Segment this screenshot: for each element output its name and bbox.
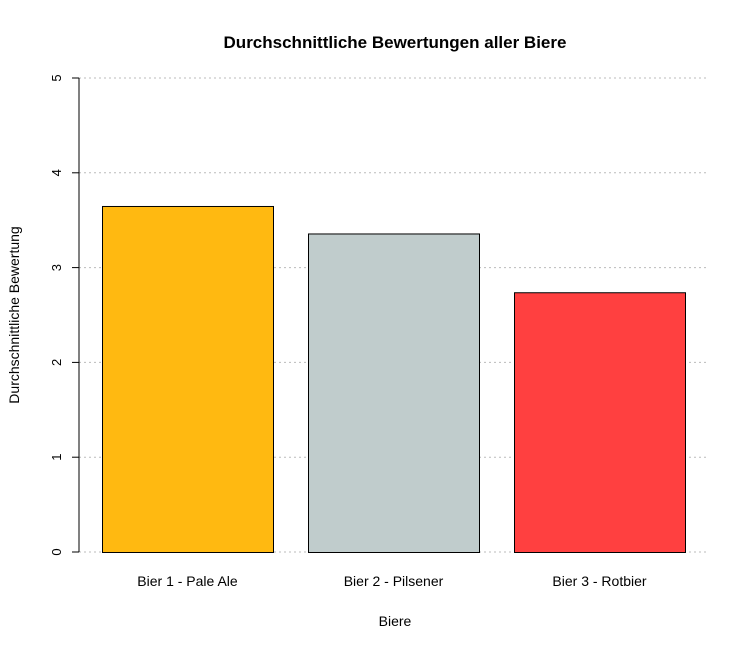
bar	[514, 292, 686, 553]
y-tick-label: 2	[49, 359, 64, 366]
y-axis-label: Durchschnittliche Bewertung	[6, 226, 22, 403]
x-tick-label: Bier 3 - Rotbier	[552, 573, 646, 589]
bar	[102, 205, 274, 553]
x-axis-label: Biere	[379, 613, 412, 629]
y-tick-label: 4	[49, 169, 64, 176]
y-tick-label: 0	[49, 548, 64, 555]
y-tick-label: 5	[49, 74, 64, 81]
y-tick-label: 1	[49, 454, 64, 461]
bar	[308, 233, 480, 554]
chart-title: Durchschnittliche Bewertungen aller Bier…	[224, 33, 567, 52]
y-tick-label: 3	[49, 264, 64, 271]
x-tick-label: Bier 2 - Pilsener	[344, 573, 444, 589]
x-tick-label: Bier 1 - Pale Ale	[137, 573, 238, 589]
